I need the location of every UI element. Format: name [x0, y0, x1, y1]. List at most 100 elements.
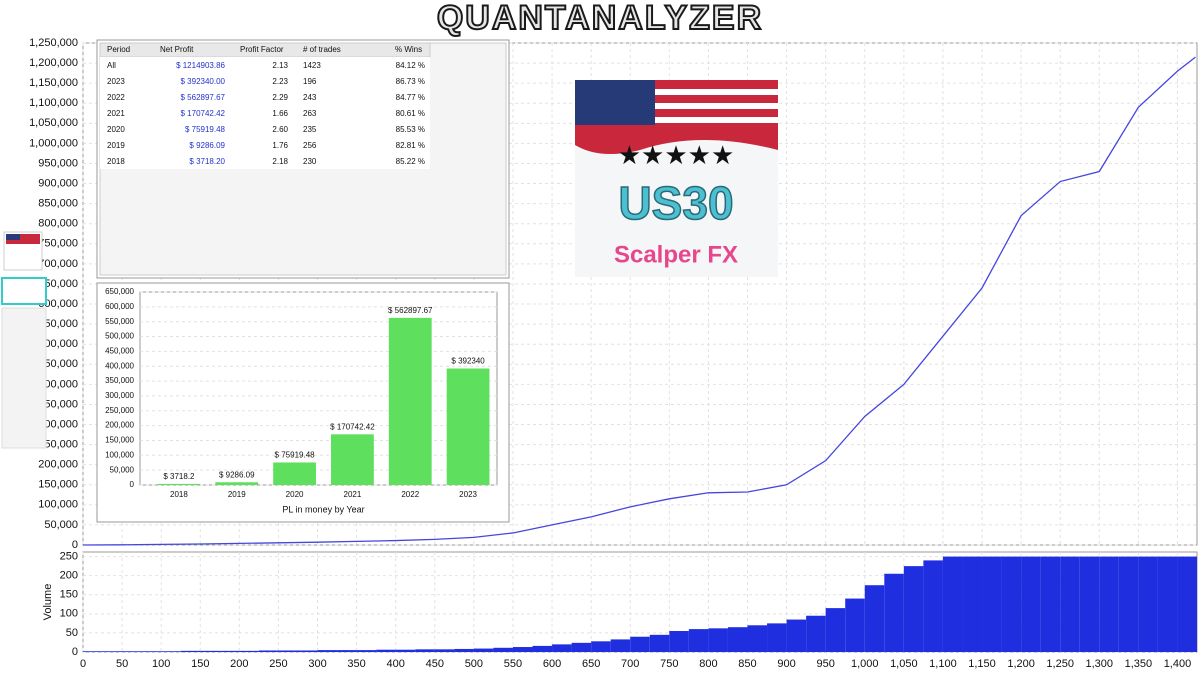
volume-bar: [239, 650, 259, 652]
x-tick-label: 600: [543, 658, 561, 670]
bar: [157, 483, 201, 485]
volume-bar: [141, 651, 162, 652]
value-label: $ 3718.2: [163, 472, 195, 481]
volume-bar: [649, 634, 670, 652]
table-cell: 2.60: [272, 125, 288, 134]
y-tick-label: 1,250,000: [29, 37, 78, 49]
x-tick-label: 800: [699, 658, 717, 670]
stars: ★★★★★: [618, 140, 735, 170]
y-tick-label: 1,100,000: [29, 97, 78, 109]
table-cell: 82.81 %: [396, 141, 425, 150]
y-tick-label: 150: [60, 589, 78, 601]
volume-bar: [923, 560, 943, 652]
table-cell: 1.66: [272, 109, 288, 118]
bar: [273, 462, 316, 485]
y-tick-label: 100,000: [38, 499, 78, 511]
volume-bar: [708, 628, 728, 652]
logo: ★★★★★ US30 Scalper FX: [575, 80, 778, 277]
volume-bar: [102, 651, 123, 652]
column-header: % Wins: [395, 45, 422, 54]
volume-bar: [747, 625, 768, 652]
x-tick-label: 1,000: [851, 658, 879, 670]
x-tick-label: 1,200: [1007, 658, 1035, 670]
y-tick-label: 300,000: [105, 391, 134, 400]
y-tick-label: 0: [130, 480, 135, 489]
value-label: $ 9286.09: [219, 470, 255, 479]
table-cell: 2.18: [272, 157, 288, 166]
x-tick-label: 2018: [170, 490, 188, 499]
volume-bar: [903, 566, 924, 652]
volume-bar: [415, 649, 435, 652]
y-tick-label: 250,000: [38, 439, 78, 451]
equity-line: [82, 56, 1196, 546]
volume-bar: [317, 650, 338, 652]
table-rows: [100, 57, 430, 169]
logo-subtitle: Scalper FX: [614, 241, 738, 268]
x-tick-label: 700: [621, 658, 639, 670]
x-tick-label: 1,250: [1046, 658, 1074, 670]
volume-bar: [669, 631, 689, 652]
volume-bar: [845, 598, 865, 652]
volume-bar: [1001, 556, 1022, 652]
y-tick-label: 250: [60, 550, 78, 562]
y-tick-label: 150,000: [105, 436, 134, 445]
bar: [331, 434, 374, 485]
y-tick-label: 350,000: [105, 376, 134, 385]
bar: [215, 482, 259, 485]
volume-bar: [942, 556, 963, 652]
table-cell: 243: [303, 93, 317, 102]
y-tick-label: 1,150,000: [29, 77, 78, 89]
y-tick-label: 550,000: [105, 317, 134, 326]
value-label: $ 170742.42: [330, 422, 375, 431]
x-tick-label: 150: [191, 658, 209, 670]
bar: [446, 368, 490, 485]
y-tick-label: 650,000: [105, 287, 134, 296]
table-cell: 1423: [303, 61, 321, 70]
table-cell: 2023: [107, 77, 125, 86]
y-tick-label: 1,050,000: [29, 117, 78, 129]
y-tick-label: 1,000,000: [29, 137, 78, 149]
x-tick-label: 100: [152, 658, 170, 670]
column-header: Profit Factor: [240, 45, 284, 54]
y-tick-label: 50: [66, 627, 78, 639]
y-tick-label: 250,000: [105, 406, 134, 415]
column-header: Period: [107, 45, 130, 54]
y-tick-label: 0: [72, 646, 78, 658]
stats-table: Period Net Profit Profit Factor # of trades…: [96, 39, 510, 279]
volume-bar: [337, 650, 357, 652]
table-cell: 2019: [107, 141, 125, 150]
value-label: $ 562897.67: [388, 306, 433, 315]
x-tick-label: 1,050: [890, 658, 918, 670]
y-tick-label: 200,000: [38, 459, 78, 471]
x-tick-label: 2020: [286, 490, 304, 499]
volume-bar: [610, 639, 631, 652]
x-tick-label: 2019: [228, 490, 246, 499]
x-tick-label: 900: [777, 658, 795, 670]
x-tick-label: 1,350: [1125, 658, 1153, 670]
y-tick-label: 150,000: [38, 479, 78, 491]
x-tick-label: 300: [308, 658, 326, 670]
y-tick-label: 200: [60, 570, 78, 582]
x-tick-label: 1,100: [929, 658, 957, 670]
volume-bar: [376, 649, 396, 652]
x-tick-label: 2021: [344, 490, 362, 499]
column-header: # of trades: [303, 45, 341, 54]
table-cell: 84.77 %: [396, 93, 425, 102]
x-tick-label: 1,300: [1086, 658, 1114, 670]
y-tick-label: 300,000: [38, 418, 78, 430]
x-tick-label: 450: [426, 658, 444, 670]
y-tick-label: 0: [72, 539, 78, 551]
table-cell: 2021: [107, 109, 125, 118]
table-cell: $ 3718.20: [189, 157, 225, 166]
volume-bar: [688, 629, 709, 652]
x-tick-label: 2022: [401, 490, 419, 499]
table-cell: 2.13: [272, 61, 288, 70]
yearly-chart: 0 50,000 100,000 150,000 200,000 250,000 300,0…: [96, 282, 510, 523]
volume-bar: [962, 556, 983, 652]
y-tick-label: 200,000: [105, 421, 134, 430]
volume-bar: [786, 619, 807, 652]
volume-bar: [864, 585, 885, 652]
x-tick-label: 1,400: [1164, 658, 1192, 670]
